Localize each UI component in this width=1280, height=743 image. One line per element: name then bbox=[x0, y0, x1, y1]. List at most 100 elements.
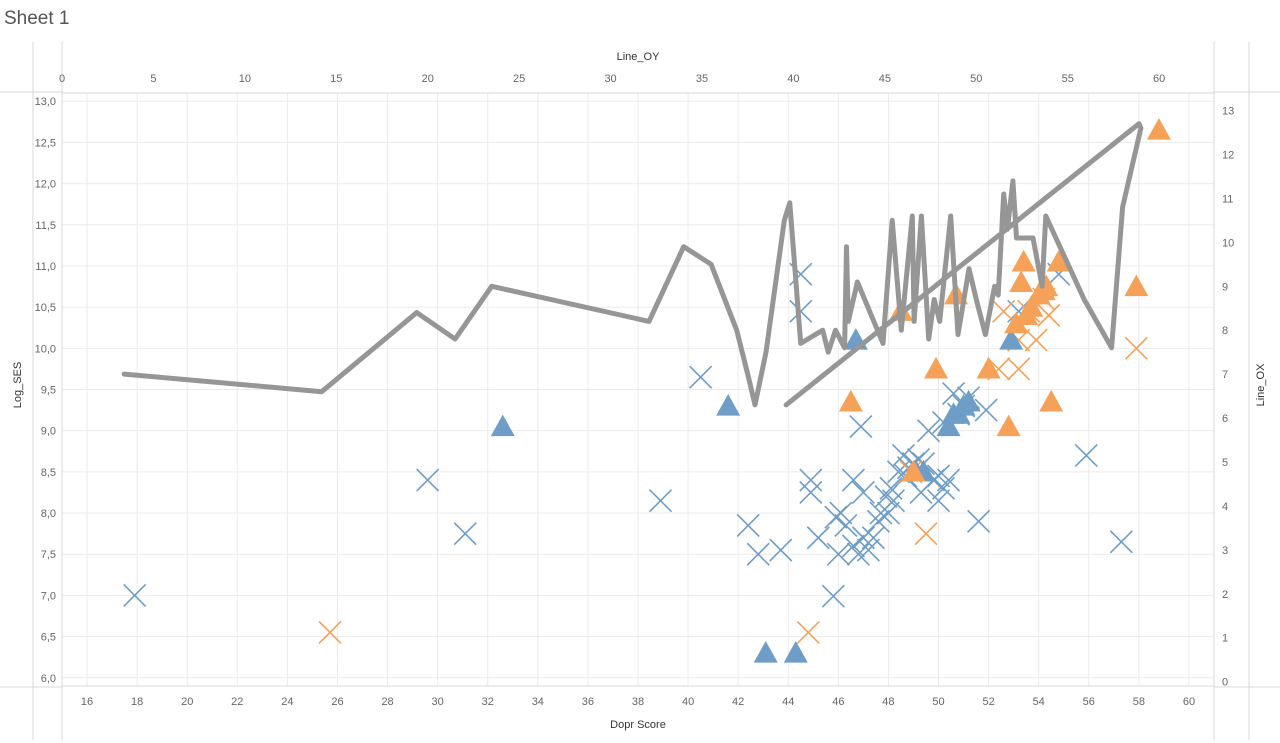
cross-point bbox=[1024, 328, 1048, 352]
tick-label-x-top: 20 bbox=[422, 73, 434, 85]
sheet-title: Sheet 1 bbox=[4, 8, 70, 29]
cross-point bbox=[851, 480, 875, 505]
tick-label-x-bottom: 56 bbox=[1083, 696, 1095, 708]
cross-point bbox=[856, 538, 880, 562]
cross-point bbox=[891, 443, 916, 467]
tick-label-x-top: 25 bbox=[513, 73, 525, 85]
tick-label-y-left: 11,0 bbox=[35, 261, 56, 273]
triangle-point bbox=[936, 414, 961, 437]
cross-point bbox=[909, 480, 933, 505]
cross-point bbox=[453, 522, 477, 546]
cross-point bbox=[916, 419, 941, 443]
tick-label-x-bottom: 18 bbox=[131, 696, 143, 708]
cross-point bbox=[841, 534, 865, 558]
cross-point bbox=[648, 489, 673, 513]
triangle-point bbox=[1009, 270, 1034, 293]
cross-point bbox=[967, 509, 991, 533]
tick-label-x-top: 10 bbox=[239, 73, 251, 85]
tick-label-y-right: 7 bbox=[1222, 369, 1228, 381]
cross-point bbox=[936, 468, 961, 492]
tick-label-y-right: 4 bbox=[1222, 501, 1228, 513]
tick-label-x-bottom: 34 bbox=[532, 696, 544, 708]
tick-label-x-bottom: 24 bbox=[281, 696, 293, 708]
tick-label-y-left: 12,5 bbox=[35, 137, 56, 149]
cross-point bbox=[992, 299, 1016, 323]
cross-point bbox=[829, 501, 853, 525]
y-axis-title-left: Log_SES bbox=[12, 362, 24, 408]
triangle-point bbox=[901, 459, 926, 482]
tick-label-x-bottom: 38 bbox=[632, 696, 644, 708]
tick-label-x-bottom: 60 bbox=[1183, 696, 1195, 708]
cross-point bbox=[736, 513, 760, 537]
tick-label-y-left: 12,0 bbox=[35, 179, 56, 191]
tick-label-y-left: 10,5 bbox=[35, 302, 56, 314]
cross-point bbox=[876, 501, 901, 525]
series-line bbox=[121, 121, 1144, 408]
tick-label-y-left: 7,5 bbox=[41, 549, 56, 561]
tick-label-y-right: 0 bbox=[1222, 677, 1228, 689]
tick-label-x-bottom: 50 bbox=[932, 696, 944, 708]
triangle-point bbox=[716, 393, 741, 416]
tick-label-x-top: 30 bbox=[604, 73, 616, 85]
cross-point bbox=[796, 620, 820, 645]
axes: 16 18 20 22 24 26 28 30 32 34 36 38 40 42 44 46 48 50 52 54… bbox=[35, 73, 1235, 708]
cross-point bbox=[1124, 336, 1148, 360]
tick-label-x-bottom: 40 bbox=[682, 696, 694, 708]
triangle-point bbox=[838, 389, 863, 412]
cross-point bbox=[926, 489, 951, 513]
cross-point bbox=[849, 414, 873, 439]
cross-point bbox=[1037, 303, 1061, 327]
tick-label-x-bottom: 36 bbox=[582, 696, 594, 708]
tick-label-x-top: 55 bbox=[1062, 73, 1074, 85]
tick-label-y-right: 9 bbox=[1222, 281, 1228, 293]
tick-label-y-left: 8,0 bbox=[41, 508, 56, 520]
chart-frame bbox=[0, 42, 1280, 740]
cross-point bbox=[746, 542, 770, 566]
cross-point bbox=[834, 513, 858, 537]
tick-label-y-right: 12 bbox=[1222, 149, 1234, 161]
tick-label-y-left: 13,0 bbox=[35, 96, 56, 108]
tick-label-y-left: 8,5 bbox=[41, 467, 56, 479]
cross-point bbox=[689, 365, 713, 389]
tick-label-y-left: 10,0 bbox=[35, 343, 56, 355]
tick-label-x-top: 60 bbox=[1153, 73, 1165, 85]
tick-label-x-bottom: 44 bbox=[782, 696, 794, 708]
data-marks bbox=[121, 118, 1171, 663]
tick-label-x-top: 50 bbox=[970, 73, 982, 85]
tick-label-x-bottom: 48 bbox=[882, 696, 894, 708]
triangle-point bbox=[1146, 118, 1171, 140]
tick-label-x-bottom: 46 bbox=[832, 696, 844, 708]
cross-point bbox=[1007, 357, 1031, 381]
triangle-point bbox=[1034, 274, 1059, 297]
tick-label-x-top: 40 bbox=[787, 73, 799, 85]
tick-label-x-bottom: 54 bbox=[1033, 696, 1045, 708]
triangle-point bbox=[924, 356, 949, 379]
tick-label-x-top: 35 bbox=[696, 73, 708, 85]
cross-point bbox=[318, 620, 342, 645]
triangle-point bbox=[490, 414, 515, 437]
cross-point bbox=[799, 480, 823, 505]
cross-point bbox=[914, 522, 938, 546]
tick-label-x-top: 5 bbox=[150, 73, 156, 85]
cross-point bbox=[769, 538, 793, 562]
cross-point bbox=[866, 509, 890, 533]
grid-layer bbox=[62, 93, 1214, 686]
tick-label-y-right: 1 bbox=[1222, 633, 1228, 645]
tick-label-y-right: 3 bbox=[1222, 545, 1228, 557]
tick-label-y-left: 7,0 bbox=[41, 590, 56, 602]
cross-point bbox=[821, 584, 845, 608]
tick-label-x-bottom: 28 bbox=[381, 696, 393, 708]
cross-point bbox=[806, 526, 830, 550]
tick-label-x-top: 15 bbox=[330, 73, 342, 85]
tick-label-x-top: 45 bbox=[879, 73, 891, 85]
y-axis-title-right: Line_OX bbox=[1255, 363, 1267, 406]
triangle-point bbox=[999, 328, 1024, 350]
tick-label-y-right: 8 bbox=[1222, 325, 1228, 337]
triangle-point bbox=[783, 641, 808, 663]
cross-point bbox=[851, 526, 875, 550]
tick-label-x-bottom: 22 bbox=[231, 696, 243, 708]
cross-point bbox=[416, 468, 440, 492]
triangle-point bbox=[996, 414, 1021, 437]
tick-label-y-left: 9,5 bbox=[41, 385, 56, 397]
